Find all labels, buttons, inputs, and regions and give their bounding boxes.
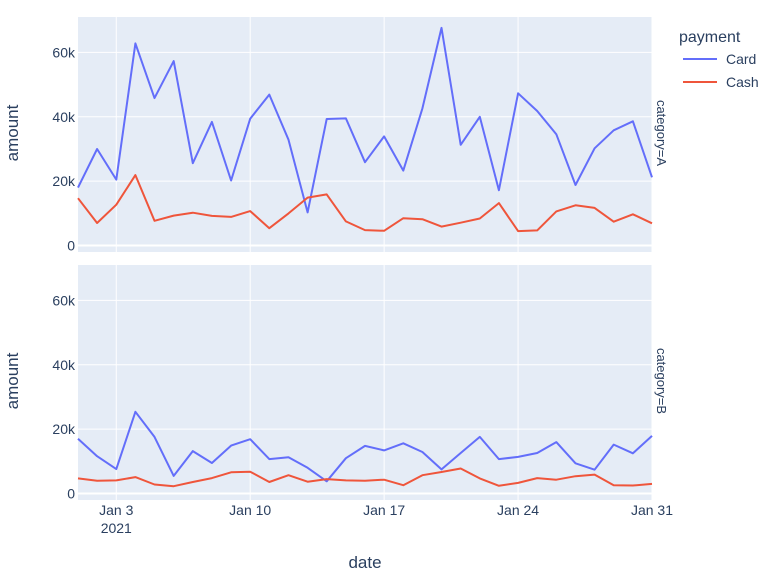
- legend: payment Card Cash: [679, 29, 759, 90]
- legend-item-cash[interactable]: Cash: [683, 74, 759, 90]
- x-tick-label-1: Jan 10: [229, 502, 271, 518]
- y-axis-title-bottom: amount: [3, 352, 22, 409]
- y-tick-label-top-2: 40k: [52, 109, 76, 125]
- series-line-card-top: [77, 26, 653, 214]
- x-tick-label-4: Jan 31: [631, 502, 673, 518]
- series-line-cash-bottom: [77, 467, 653, 488]
- x-tick-label-2: Jan 17: [363, 502, 405, 518]
- y-tick-label-bottom-0: 0: [67, 486, 75, 502]
- legend-label-card: Card: [726, 51, 756, 67]
- x-tick-sublabel-0: 2021: [101, 520, 132, 536]
- y-tick-label-top-3: 60k: [52, 44, 76, 60]
- y-axis-title-top: amount: [3, 104, 22, 161]
- legend-label-cash: Cash: [726, 74, 759, 90]
- y-tick-label-top-1: 20k: [52, 173, 76, 189]
- legend-item-card[interactable]: Card: [683, 51, 756, 67]
- facet-label-top: category=A: [654, 100, 669, 166]
- plot-area-bottom: [78, 265, 652, 500]
- legend-title: payment: [679, 29, 741, 46]
- x-axis-title: date: [348, 553, 381, 572]
- y-tick-label-top-0: 0: [67, 238, 75, 254]
- y-tick-label-bottom-1: 20k: [52, 421, 76, 437]
- series-line-card-bottom: [77, 410, 653, 483]
- series-line-cash-top: [77, 174, 653, 233]
- x-tick-label-3: Jan 24: [497, 502, 539, 518]
- x-tick-label-0: Jan 3: [99, 502, 133, 518]
- facet-label-bottom: category=B: [654, 348, 669, 414]
- y-tick-label-bottom-2: 40k: [52, 357, 76, 373]
- y-tick-label-bottom-3: 60k: [52, 292, 76, 308]
